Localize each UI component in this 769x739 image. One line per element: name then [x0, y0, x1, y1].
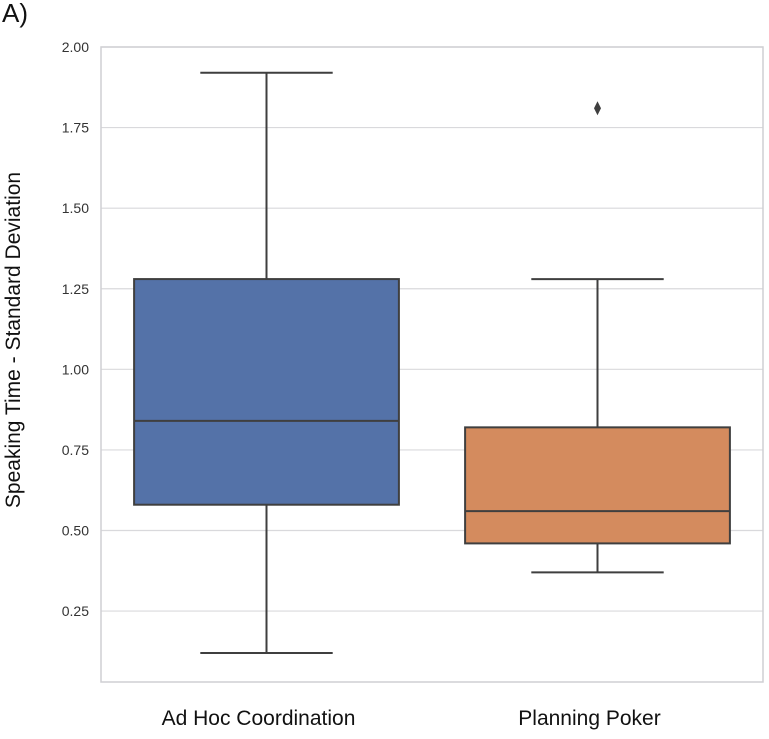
x-category-label: Ad Hoc Coordination	[162, 707, 356, 730]
y-axis-label: Speaking Time - Standard Deviation	[2, 172, 25, 508]
box-iqr	[464, 426, 731, 545]
y-tick-label: 0.75	[62, 442, 89, 458]
y-tick-label: 1.50	[62, 200, 89, 216]
outlier-point	[594, 101, 601, 116]
y-tick-label: 1.00	[62, 361, 89, 377]
plot-frame	[100, 46, 764, 683]
box-iqr	[133, 278, 400, 506]
y-tick-label: 1.25	[62, 281, 89, 297]
y-tick-label: 1.75	[62, 120, 89, 136]
y-tick-label: 2.00	[62, 39, 89, 55]
y-tick-label: 0.25	[62, 603, 89, 619]
panel-label: A)	[2, 0, 28, 28]
x-category-label: Planning Poker	[518, 707, 660, 730]
x-category-labels: Ad Hoc Coordination Planning Poker	[162, 707, 661, 730]
y-tick-label: 0.50	[62, 523, 89, 539]
box-group	[464, 101, 731, 574]
y-tick-labels: 0.25 0.50 0.75 1.00 1.25 1.50 1.75 2.00	[62, 39, 89, 619]
box-group	[133, 71, 400, 654]
boxes-layer	[133, 71, 731, 654]
